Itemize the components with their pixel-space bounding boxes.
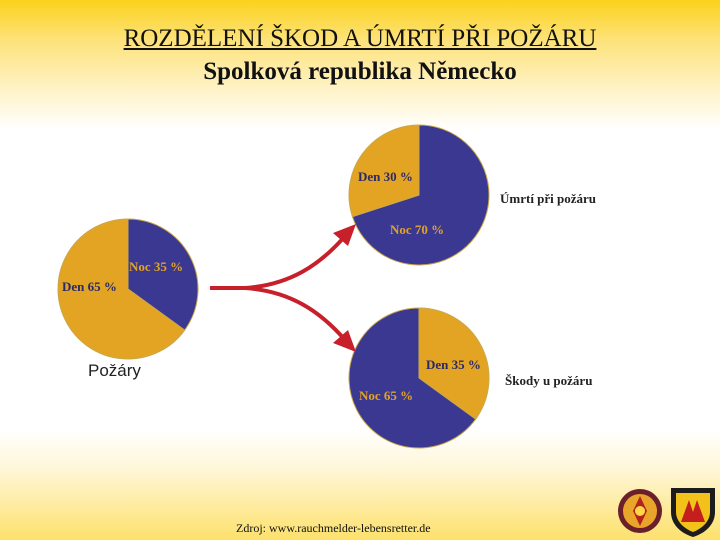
pie-label-noc: Noc 65 %: [359, 388, 413, 403]
pie-label-den: Den 30 %: [358, 169, 413, 184]
pie-label-noc: Noc 70 %: [390, 222, 444, 237]
page-subtitle: Spolková republika Německo: [203, 58, 517, 85]
pie-label-den: Den 35 %: [426, 357, 481, 372]
pie-chart-skody: Den 35 % Noc 65 %: [348, 307, 490, 449]
arrow-head-down: [333, 330, 356, 352]
pie-slice-noc: [351, 124, 490, 266]
pie-slice-noc: [127, 218, 199, 331]
pie-slice-den: [57, 218, 186, 360]
pie-label-den: Den 65 %: [62, 279, 117, 294]
pie-label-noc: Noc 35 %: [129, 259, 183, 274]
caption-pozary: Požáry: [88, 361, 141, 380]
pie-slice-den: [348, 124, 420, 218]
pie-chart-umrti: Noc 70 % Den 30 %: [348, 124, 490, 266]
firefighter-shield-emblem: [671, 488, 715, 537]
pie-slice-noc: [348, 307, 477, 449]
arrow-head-up: [333, 224, 356, 246]
caption-umrti: Úmrtí při požáru: [500, 191, 596, 206]
pie-slice-den: [418, 307, 490, 420]
page-title: ROZDĚLENÍ ŠKOD A ÚMRTÍ PŘI POŽÁRU: [123, 25, 597, 52]
caption-skody: Škody u požáru: [505, 373, 592, 388]
split-arrow: [210, 224, 356, 352]
source-note: Zdroj: www.rauchmelder-lebensretter.de: [236, 521, 431, 535]
fire-rescue-emblem: [618, 489, 662, 533]
pie-chart-pozary: Noc 35 % Den 65 %: [57, 218, 199, 360]
